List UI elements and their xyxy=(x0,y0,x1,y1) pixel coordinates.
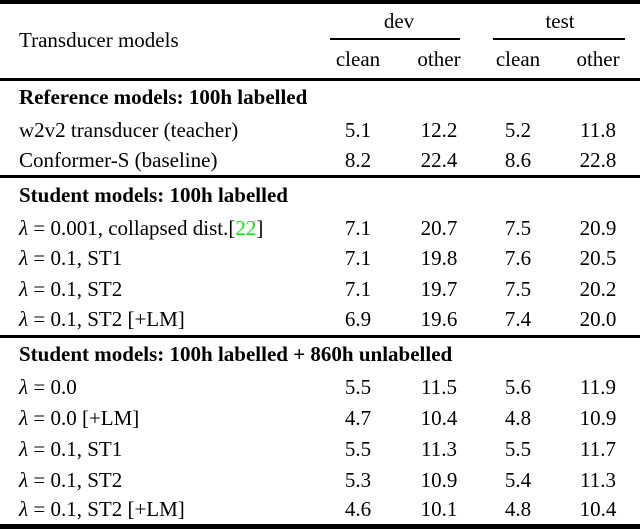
metric-value-dev-other: 11.5 xyxy=(421,375,457,400)
column-header-dev-other: other xyxy=(417,47,461,72)
model-label: λ = 0.0 [+LM] xyxy=(19,405,140,430)
metric-value-dev-clean: 5.5 xyxy=(344,375,372,400)
metric-value-dev-other: 19.7 xyxy=(420,277,458,302)
metric-value-dev-other: 20.7 xyxy=(420,215,458,240)
metric-value-dev-other: 10.1 xyxy=(420,497,458,522)
metric-value-dev-other: 12.2 xyxy=(420,117,458,142)
column-header-transducer-models: Transducer models xyxy=(19,28,179,53)
metric-value-test-other: 20.0 xyxy=(579,307,617,332)
table-section-1: Student models: 100h labelled λ = 0.001, … xyxy=(0,176,640,336)
citation-bracket-close: ] xyxy=(256,215,264,240)
model-label: λ = 0.0 xyxy=(19,375,77,400)
model-label: Conformer-S (baseline) xyxy=(19,147,218,172)
lambda-symbol: λ xyxy=(19,467,29,492)
metric-value-test-other: 11.3 xyxy=(580,467,617,492)
table-row: λ = 0.1, ST2 [+LM] 6.9 19.6 7.4 20.0 xyxy=(0,305,640,336)
table-header: Transducer models dev test clean other c… xyxy=(0,2,640,79)
metric-value-dev-clean: 4.6 xyxy=(344,497,372,522)
section-title: Reference models: 100h labelled xyxy=(19,85,308,110)
metric-value-test-clean: 7.6 xyxy=(504,246,532,271)
metric-value-test-other: 20.5 xyxy=(579,246,617,271)
metric-value-test-clean: 4.8 xyxy=(504,405,532,430)
table-row: λ = 0.1, ST1 7.1 19.8 7.6 20.5 xyxy=(0,244,640,275)
model-label: λ = 0.1, ST1 xyxy=(19,246,123,271)
model-label: λ = 0.001, collapsed dist.[22] xyxy=(19,215,264,240)
column-group-test: test xyxy=(480,2,640,42)
column-header-test-clean: clean xyxy=(495,47,541,72)
table-row: λ = 0.1, ST2 [+LM] 4.6 10.1 4.8 10.4 xyxy=(0,496,640,527)
metric-value-dev-clean: 7.1 xyxy=(344,277,372,302)
table-row: λ = 0.1, ST1 5.5 11.3 5.5 11.7 xyxy=(0,434,640,465)
section-title: Student models: 100h labelled xyxy=(19,182,288,207)
metric-value-test-clean: 5.6 xyxy=(504,375,532,400)
section-title-row: Student models: 100h labelled + 860h unl… xyxy=(0,336,640,372)
lambda-symbol: λ xyxy=(19,215,29,240)
citation-bracket-open: [ xyxy=(228,215,236,240)
lambda-symbol: λ xyxy=(19,277,29,302)
metric-value-test-clean: 8.6 xyxy=(504,147,532,172)
table-row: λ = 0.1, ST2 5.3 10.9 5.4 11.3 xyxy=(0,465,640,496)
column-group-dev-label: dev xyxy=(383,9,415,34)
metric-value-test-other: 22.8 xyxy=(579,147,617,172)
model-label: λ = 0.1, ST2 [+LM] xyxy=(19,497,185,522)
model-label: λ = 0.1, ST2 [+LM] xyxy=(19,307,185,332)
metric-value-test-other: 11.9 xyxy=(580,375,617,400)
table-row: λ = 0.0 [+LM] 4.7 10.4 4.8 10.9 xyxy=(0,403,640,434)
metric-value-dev-clean: 5.5 xyxy=(344,436,372,461)
metric-value-dev-clean: 7.1 xyxy=(344,246,372,271)
metric-value-test-other: 11.7 xyxy=(580,436,617,461)
section-title-row: Student models: 100h labelled xyxy=(0,177,640,213)
citation-link[interactable]: 22 xyxy=(235,215,257,240)
metric-value-test-other: 20.2 xyxy=(579,277,617,302)
column-group-test-label: test xyxy=(545,9,575,34)
model-label: λ = 0.1, ST1 xyxy=(19,436,123,461)
metric-value-dev-other: 10.9 xyxy=(420,467,458,492)
metric-value-test-other: 10.4 xyxy=(579,497,617,522)
metric-value-test-other: 11.8 xyxy=(580,117,617,142)
lambda-symbol: λ xyxy=(19,405,29,430)
table-row: λ = 0.001, collapsed dist.[22] 7.1 20.7 7.5… xyxy=(0,213,640,244)
table-row: λ = 0.1, ST2 7.1 19.7 7.5 20.2 xyxy=(0,274,640,305)
table-section-2: Student models: 100h labelled + 860h unl… xyxy=(0,336,640,526)
metric-value-dev-clean: 5.1 xyxy=(344,117,372,142)
table-row: λ = 0.0 5.5 11.5 5.6 11.9 xyxy=(0,372,640,403)
table-row: Conformer-S (baseline) 8.2 22.4 8.6 22.8 xyxy=(0,146,640,177)
lambda-symbol: λ xyxy=(19,246,29,271)
lambda-symbol: λ xyxy=(19,307,29,332)
metric-value-dev-other: 11.3 xyxy=(421,436,457,461)
model-label: λ = 0.1, ST2 xyxy=(19,277,123,302)
metric-value-dev-clean: 4.7 xyxy=(344,405,372,430)
table-row: w2v2 transducer (teacher) 5.1 12.2 5.2 11.8 xyxy=(0,115,640,146)
column-header-dev-clean: clean xyxy=(335,47,381,72)
metric-value-dev-other: 19.6 xyxy=(420,307,458,332)
metric-value-test-clean: 5.4 xyxy=(504,467,532,492)
column-header-test-other: other xyxy=(576,47,620,72)
metric-value-test-clean: 7.5 xyxy=(504,277,532,302)
metric-value-dev-other: 22.4 xyxy=(420,147,458,172)
section-title-row: Reference models: 100h labelled xyxy=(0,79,640,115)
metric-value-dev-clean: 7.1 xyxy=(344,215,372,240)
metric-value-dev-clean: 6.9 xyxy=(344,307,372,332)
metric-value-dev-clean: 5.3 xyxy=(344,467,372,492)
column-group-dev: dev xyxy=(318,2,480,42)
lambda-symbol: λ xyxy=(19,375,29,400)
metric-value-test-other: 10.9 xyxy=(579,405,617,430)
metric-value-test-clean: 4.8 xyxy=(504,497,532,522)
metric-value-test-clean: 5.5 xyxy=(504,436,532,461)
table-section-0: Reference models: 100h labelled w2v2 tran… xyxy=(0,79,640,177)
lambda-symbol: λ xyxy=(19,436,29,461)
metric-value-test-clean: 7.5 xyxy=(504,215,532,240)
model-label: w2v2 transducer (teacher) xyxy=(19,117,239,142)
metric-value-test-clean: 5.2 xyxy=(504,117,532,142)
metric-value-dev-other: 10.4 xyxy=(420,405,458,430)
metric-value-dev-other: 19.8 xyxy=(420,246,458,271)
model-label: λ = 0.1, ST2 xyxy=(19,467,123,492)
metric-value-test-other: 20.9 xyxy=(579,215,617,240)
lambda-symbol: λ xyxy=(19,497,29,522)
metric-value-test-clean: 7.4 xyxy=(504,307,532,332)
section-title: Student models: 100h labelled + 860h unl… xyxy=(19,342,453,367)
metric-value-dev-clean: 8.2 xyxy=(344,147,372,172)
